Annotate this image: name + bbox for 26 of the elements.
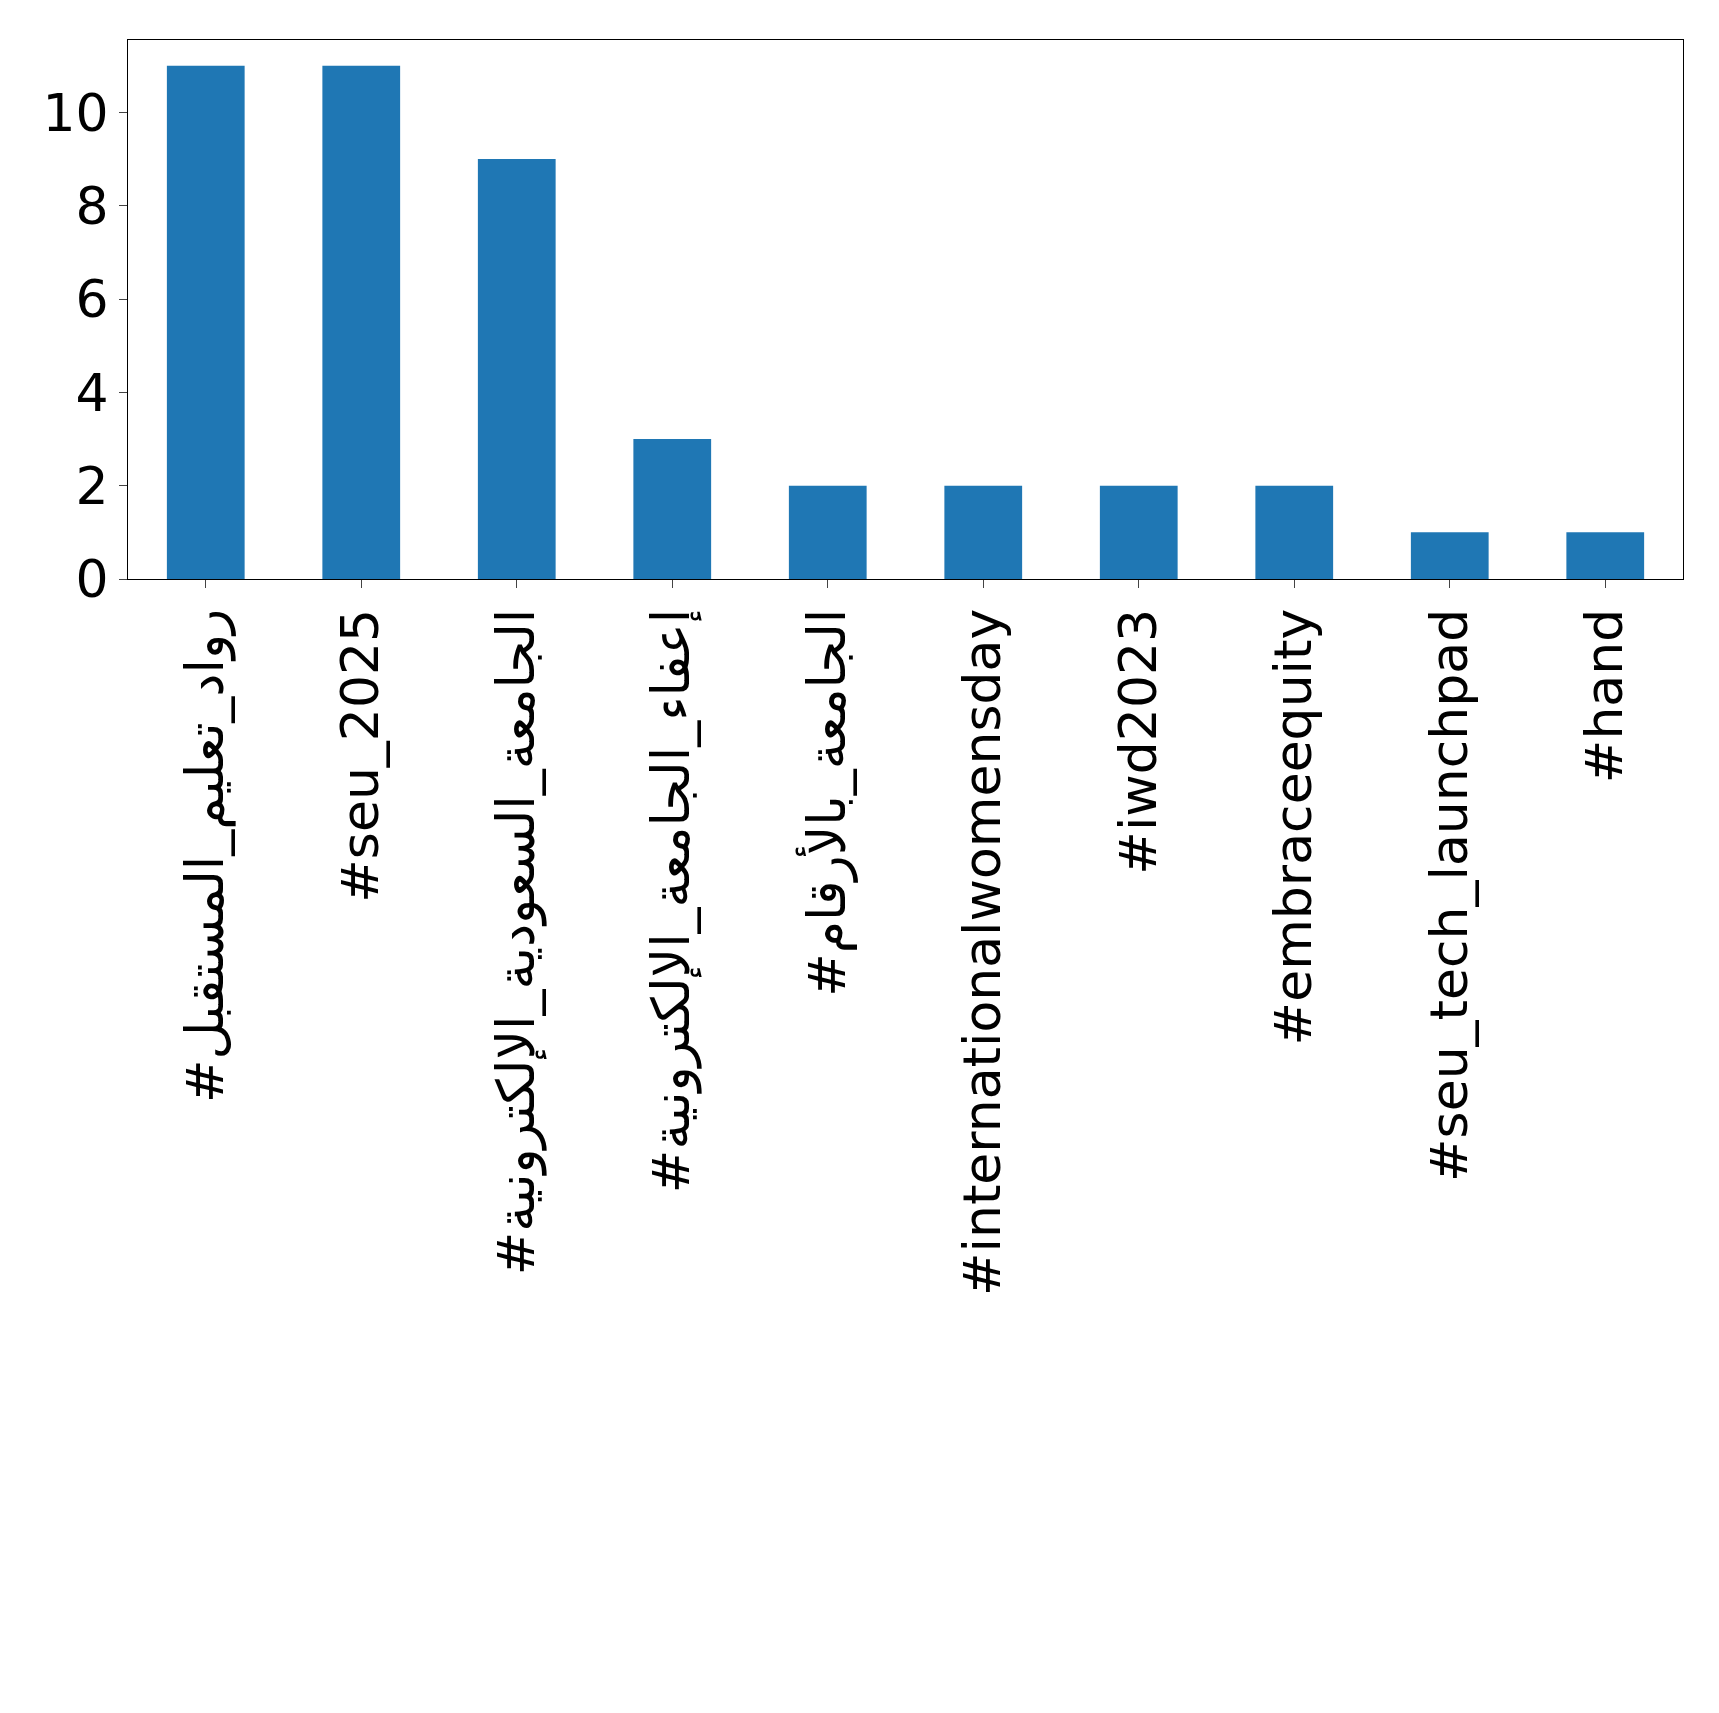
bar [944, 485, 1023, 579]
bar [1255, 485, 1334, 579]
y-tick-label: 8 [75, 175, 109, 236]
x-tick-label: #الجامعة_السعودية_الإلكترونية [485, 608, 547, 1276]
bar [633, 439, 712, 579]
x-tick-label: #رواد_تعليم_المستقبل [174, 608, 236, 1104]
y-tick-label: 4 [75, 362, 109, 423]
x-tick-label: #hand [1574, 608, 1635, 784]
bar [1099, 485, 1178, 579]
x-tick-label: #iwd2023 [1107, 608, 1168, 875]
y-tick-label: 0 [75, 549, 109, 610]
x-tick-label: #الجامعة_بالأرقام [794, 608, 858, 997]
x-tick-label: #seu_2025 [330, 608, 391, 903]
x-tick-label: #embraceequity [1263, 608, 1324, 1046]
bar [788, 485, 867, 579]
y-tick-label: 10 [42, 82, 109, 143]
x-tick-label: #internationalwomensday [952, 608, 1013, 1297]
bar [477, 159, 556, 579]
x-tick-label: #seu_tech_launchpad [1418, 608, 1479, 1182]
y-tick-label: 2 [75, 455, 109, 516]
x-tick-label: #إعفاء_الجامعة_الإلكترونية [641, 608, 703, 1194]
bar [1410, 532, 1489, 579]
bar [1566, 532, 1645, 579]
bar [322, 65, 401, 579]
bar [166, 65, 245, 579]
y-tick-label: 6 [75, 269, 109, 330]
